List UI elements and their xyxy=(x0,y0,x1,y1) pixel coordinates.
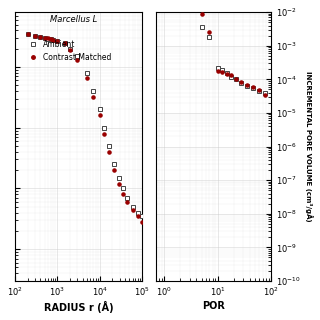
Legend: Ambient, Contrast Matched: Ambient, Contrast Matched xyxy=(25,40,111,62)
X-axis label: RADIUS r (Å): RADIUS r (Å) xyxy=(44,301,113,313)
Text: Marcellus L: Marcellus L xyxy=(51,15,98,24)
Y-axis label: INCREMENTAL PORE VOLUME (cm³/gÅ): INCREMENTAL PORE VOLUME (cm³/gÅ) xyxy=(305,71,313,222)
X-axis label: POR: POR xyxy=(202,301,225,311)
